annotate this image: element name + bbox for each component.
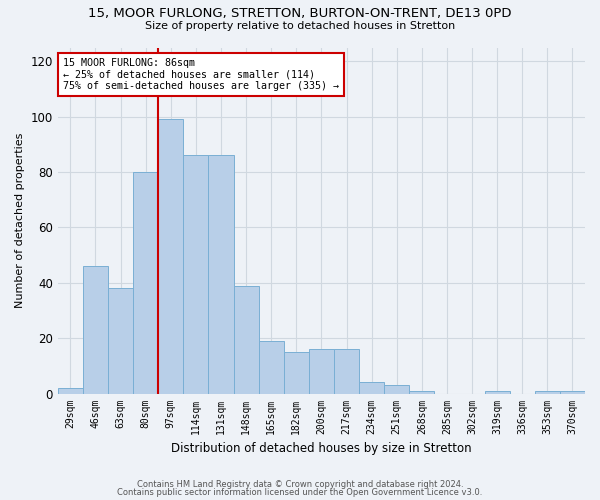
Bar [384,386,409,394]
Bar [184,156,208,394]
Bar [409,391,434,394]
Text: Size of property relative to detached houses in Stretton: Size of property relative to detached ho… [145,21,455,31]
Bar [58,388,83,394]
Text: 15 MOOR FURLONG: 86sqm
← 25% of detached houses are smaller (114)
75% of semi-de: 15 MOOR FURLONG: 86sqm ← 25% of detached… [63,58,339,91]
Bar [535,391,560,394]
Bar [83,266,108,394]
Bar [284,352,309,394]
Text: Contains HM Land Registry data © Crown copyright and database right 2024.: Contains HM Land Registry data © Crown c… [137,480,463,489]
Text: 15, MOOR FURLONG, STRETTON, BURTON-ON-TRENT, DE13 0PD: 15, MOOR FURLONG, STRETTON, BURTON-ON-TR… [88,8,512,20]
X-axis label: Distribution of detached houses by size in Stretton: Distribution of detached houses by size … [171,442,472,455]
Bar [334,350,359,394]
Bar [133,172,158,394]
Y-axis label: Number of detached properties: Number of detached properties [15,133,25,308]
Bar [108,288,133,394]
Bar [485,391,509,394]
Bar [208,156,233,394]
Bar [233,286,259,394]
Bar [158,120,184,394]
Bar [259,341,284,394]
Bar [560,391,585,394]
Bar [359,382,384,394]
Text: Contains public sector information licensed under the Open Government Licence v3: Contains public sector information licen… [118,488,482,497]
Bar [309,350,334,394]
